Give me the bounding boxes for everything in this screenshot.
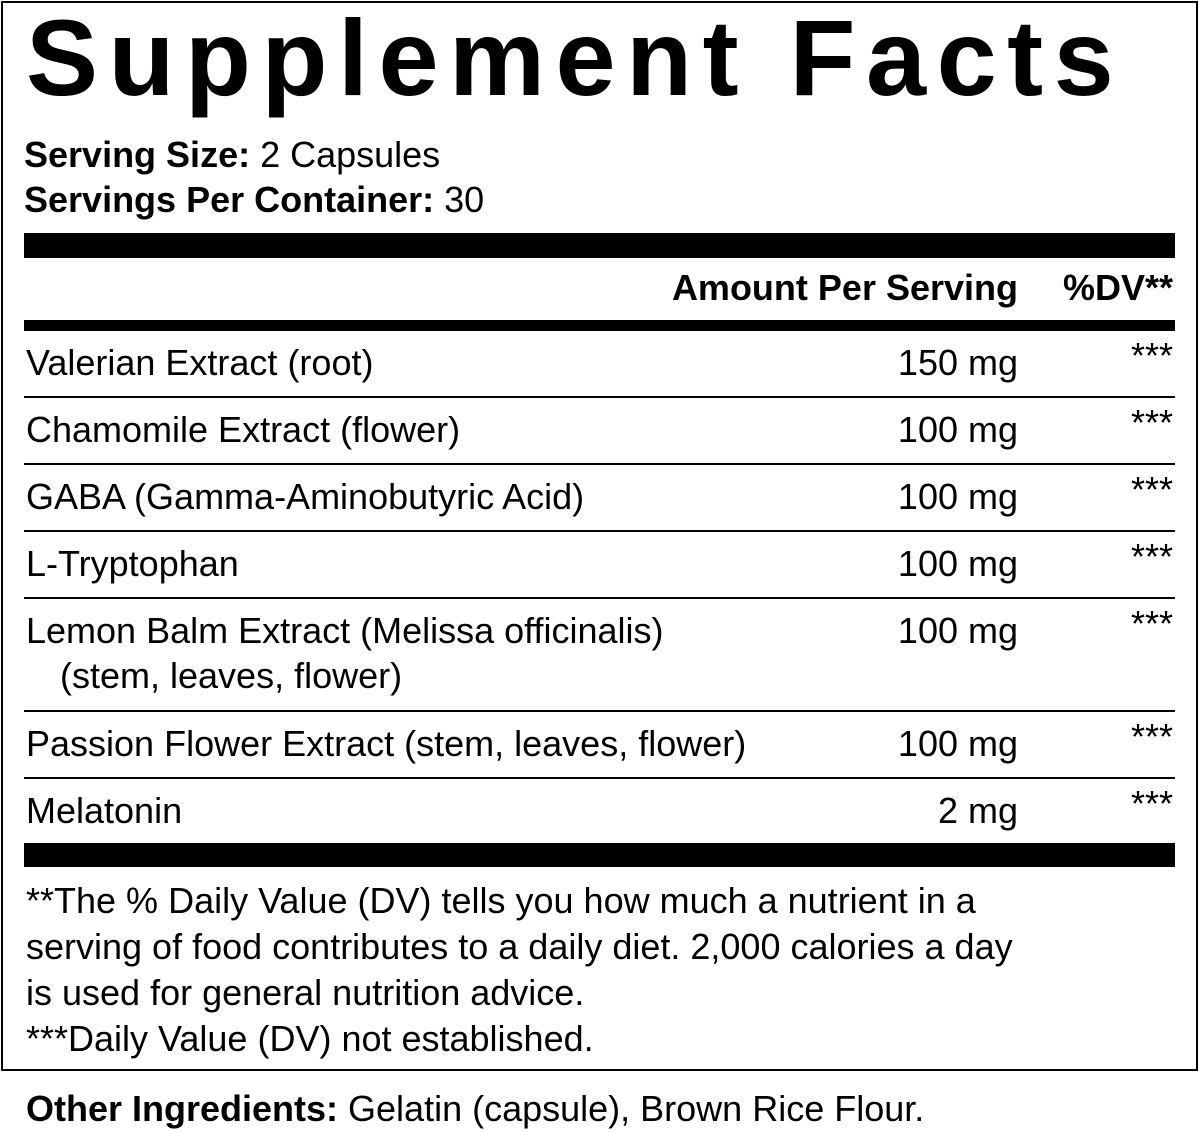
thick-divider (24, 233, 1175, 258)
ingredient-amount: 100 mg (897, 723, 1018, 764)
medium-divider (24, 320, 1175, 331)
ingredient-detail: (stem, leaves, flower) (60, 655, 403, 696)
ingredient-amount: 150 mg (897, 342, 1018, 383)
amount-header: Amount Per Serving (671, 267, 1018, 308)
ingredient-dv: *** (1130, 536, 1173, 577)
ingredient-name: Chamomile Extract (flower) (26, 409, 461, 450)
table-row: Valerian Extract (root) 150 mg *** (24, 331, 1175, 398)
ingredient-name: Passion Flower Extract (stem, leaves, fl… (26, 723, 747, 764)
column-header: Amount Per Serving %DV** (24, 266, 1175, 310)
serving-size-value: 2 Capsules (250, 134, 441, 175)
ingredient-amount: 100 mg (897, 543, 1018, 584)
footnote-line: ***Daily Value (DV) not established. (26, 1018, 594, 1059)
serving-size-label: Serving Size: (24, 134, 251, 175)
other-ingredients-value: Gelatin (capsule), Brown Rice Flour. (338, 1088, 925, 1129)
footnotes: **The % Daily Value (DV) tells you how m… (26, 878, 1013, 1062)
ingredient-name: GABA (Gamma-Aminobutyric Acid) (26, 476, 585, 517)
table-row: Melatonin 2 mg *** (24, 779, 1175, 844)
ingredient-dv: *** (1130, 402, 1173, 443)
table-row: L-Tryptophan 100 mg *** (24, 532, 1175, 599)
footnote-line: **The % Daily Value (DV) tells you how m… (26, 880, 976, 921)
other-ingredients: Other Ingredients: Gelatin (capsule), Br… (26, 1088, 924, 1130)
servings-per-container-label: Servings Per Container: (24, 179, 435, 220)
table-row: GABA (Gamma-Aminobutyric Acid) 100 mg *** (24, 465, 1175, 532)
ingredient-name: Valerian Extract (root) (26, 342, 374, 383)
ingredient-amount: 100 mg (897, 610, 1018, 651)
footnote-line: serving of food contributes to a daily d… (26, 926, 1013, 967)
footnote-line: is used for general nutrition advice. (26, 972, 585, 1013)
other-ingredients-label: Other Ingredients: (26, 1088, 339, 1129)
servings-per-container: Servings Per Container: 30 (24, 180, 484, 220)
ingredient-name: Lemon Balm Extract (Melissa officinalis) (26, 610, 664, 651)
ingredient-dv: *** (1130, 783, 1173, 824)
panel-title: Supplement Facts (26, 0, 1125, 118)
table-row: Chamomile Extract (flower) 100 mg *** (24, 398, 1175, 465)
ingredient-amount: 100 mg (897, 476, 1018, 517)
supplement-facts-panel (1, 1, 1198, 1071)
ingredient-amount: 100 mg (897, 409, 1018, 450)
ingredient-dv: *** (1130, 603, 1173, 644)
ingredient-amount: 2 mg (937, 790, 1018, 831)
dv-header: %DV** (1062, 267, 1173, 308)
ingredient-name: Melatonin (26, 790, 183, 831)
table-row: Passion Flower Extract (stem, leaves, fl… (24, 712, 1175, 779)
table-row: Lemon Balm Extract (Melissa officinalis)… (24, 599, 1175, 712)
ingredient-dv: *** (1130, 716, 1173, 757)
servings-per-container-value: 30 (434, 179, 485, 220)
ingredient-name: L-Tryptophan (26, 543, 239, 584)
ingredient-dv: *** (1130, 335, 1173, 376)
serving-size: Serving Size: 2 Capsules (24, 135, 440, 175)
thick-divider (24, 843, 1175, 867)
ingredient-dv: *** (1130, 469, 1173, 510)
